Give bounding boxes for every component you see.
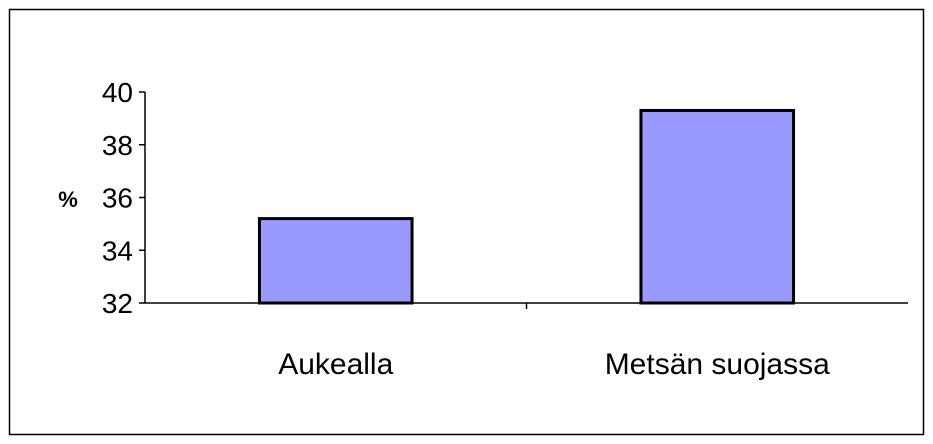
bars <box>257 108 796 305</box>
y-axis: 32 34 36 38 40 <box>102 77 146 319</box>
x-axis: Aukealla Metsän suojassa <box>145 302 908 381</box>
y-tick-label: 34 <box>102 235 133 266</box>
y-tick-label: 36 <box>102 183 133 214</box>
y-axis-label: % <box>58 187 78 212</box>
x-tick-label: Metsän suojassa <box>605 348 830 381</box>
bar-2 <box>639 108 796 305</box>
x-tick-label: Aukealla <box>278 348 393 381</box>
y-tick-label: 32 <box>102 288 133 319</box>
bar-1 <box>257 217 414 305</box>
y-tick-label: 38 <box>102 130 133 161</box>
y-tick-label: 40 <box>102 77 133 108</box>
